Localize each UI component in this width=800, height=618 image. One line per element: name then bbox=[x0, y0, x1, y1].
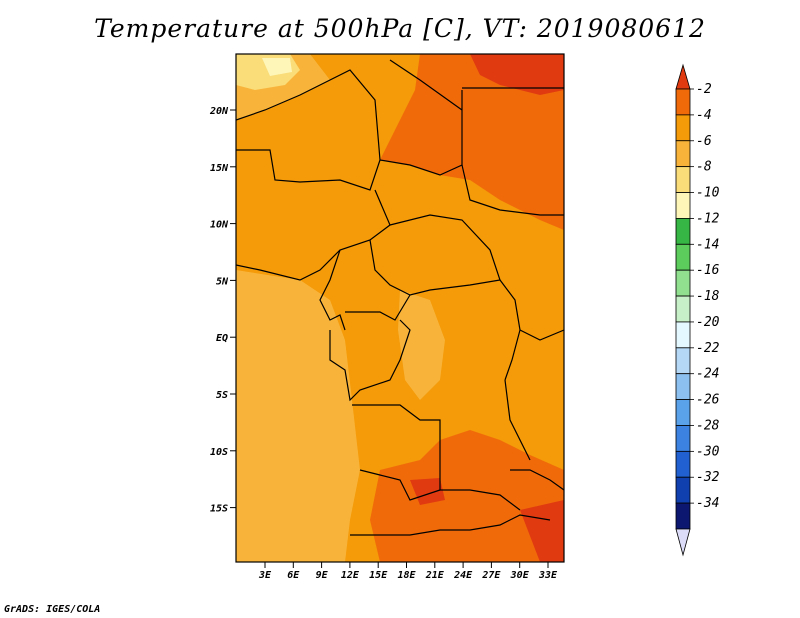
region-minus8-west bbox=[236, 270, 360, 562]
map-frame bbox=[235, 53, 565, 563]
region-minus8-central bbox=[398, 290, 445, 400]
colorbar-label: -12 bbox=[696, 211, 720, 226]
colorbar-bottom-arrow bbox=[675, 528, 691, 557]
colorbar-label: -10 bbox=[696, 186, 720, 201]
colorbar-label: -4 bbox=[696, 108, 712, 123]
lon-label: 33E bbox=[538, 570, 558, 581]
colorbar-label: -20 bbox=[696, 315, 720, 330]
map-title: Temperature at 500hPa [C], VT: 201908061… bbox=[94, 14, 706, 43]
region-minus2-southeast bbox=[520, 500, 564, 562]
colorbar-box bbox=[675, 425, 691, 452]
colorbar-top-arrow bbox=[675, 63, 691, 90]
lon-label: 21E bbox=[425, 570, 445, 581]
colorbar-label: -2 bbox=[696, 82, 712, 97]
lat-label: 10S bbox=[210, 447, 228, 458]
grads-credit: GrADS: IGES/COLA bbox=[4, 604, 101, 615]
latitude-axis: 20N 15N 10N 5N EQ 5S 10S 15S bbox=[209, 106, 236, 515]
colorbar-label: -18 bbox=[696, 289, 720, 304]
country-borders bbox=[236, 59, 564, 536]
colorbar-label: -16 bbox=[696, 263, 720, 278]
colorbar-label: -34 bbox=[696, 496, 719, 511]
region-minus12 bbox=[262, 58, 292, 76]
colorbar-label: -22 bbox=[696, 341, 720, 356]
lat-label: EQ bbox=[216, 333, 228, 344]
colorbar-box bbox=[675, 347, 691, 375]
colorbar-label: -30 bbox=[696, 444, 720, 459]
colorbar-box bbox=[675, 295, 691, 323]
lat-label: 5N bbox=[216, 276, 229, 287]
region-minus2-north bbox=[470, 54, 564, 95]
lon-label: 27E bbox=[481, 570, 501, 581]
colorbar-label: -6 bbox=[696, 134, 712, 149]
lon-label: 18E bbox=[397, 570, 416, 581]
lat-label: 15S bbox=[210, 504, 228, 515]
lat-label: 10N bbox=[210, 220, 229, 231]
colorbar-box bbox=[675, 88, 691, 116]
lat-label: 5S bbox=[216, 390, 228, 401]
lat-label: 20N bbox=[209, 106, 229, 117]
colorbar-label: -32 bbox=[696, 470, 720, 485]
colorbar-box bbox=[675, 373, 691, 400]
lon-label: 24E bbox=[453, 570, 473, 581]
temperature-field bbox=[236, 54, 564, 562]
colorbar-label: -24 bbox=[696, 367, 719, 382]
colorbar-label: -8 bbox=[696, 160, 712, 175]
region-minus2-south bbox=[410, 478, 445, 505]
colorbar-box bbox=[675, 218, 691, 245]
colorbar: -2 -4 -6 -8 -10 -12 -14 -16 -18 -20 -22 -24 -26 -28 -3… bbox=[675, 63, 720, 557]
colorbar-box bbox=[675, 192, 691, 219]
lon-label: 3E bbox=[258, 570, 272, 581]
region-minus4-south bbox=[370, 430, 564, 562]
colorbar-box bbox=[675, 502, 691, 530]
colorbar-box bbox=[675, 476, 691, 504]
colorbar-label: -28 bbox=[696, 418, 720, 433]
lon-label: 9E bbox=[316, 570, 329, 581]
colorbar-box bbox=[675, 399, 691, 426]
lon-label: 12E bbox=[341, 570, 360, 581]
lon-label: 30E bbox=[510, 570, 530, 581]
colorbar-box bbox=[675, 243, 691, 271]
longitude-axis: 3E 6E 9E 12E 15E 18E 21E 24E 27E 30E 33E bbox=[258, 562, 558, 581]
lon-label: 6E bbox=[287, 570, 300, 581]
colorbar-box bbox=[675, 269, 691, 297]
colorbar-box bbox=[675, 166, 691, 193]
colorbar-box bbox=[675, 140, 691, 168]
lon-label: 15E bbox=[369, 570, 388, 581]
colorbar-box bbox=[675, 450, 691, 478]
region-minus4-north bbox=[380, 54, 564, 230]
colorbar-label: -14 bbox=[696, 237, 719, 252]
colorbar-label: -26 bbox=[696, 393, 720, 408]
colorbar-box bbox=[675, 114, 691, 142]
lat-label: 15N bbox=[210, 163, 229, 174]
colorbar-box bbox=[675, 321, 691, 349]
